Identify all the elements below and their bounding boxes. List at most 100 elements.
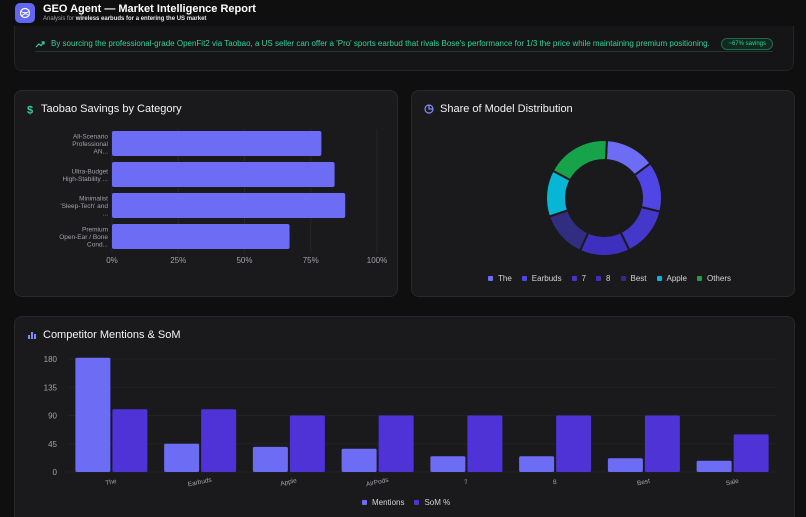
y-tick-label: 180 — [44, 355, 58, 364]
legend-label: The — [498, 274, 512, 283]
mentions-bar — [341, 448, 377, 472]
dollar-icon: $ — [27, 104, 35, 115]
x-tick-label: 7 — [464, 479, 469, 487]
insight-text: By sourcing the professional-grade OpenF… — [51, 39, 710, 48]
legend-item: SoM % — [414, 498, 450, 507]
category-label: Open-Ear / Bone — [59, 234, 108, 241]
legend-label: 7 — [581, 274, 587, 283]
legend-swatch — [696, 276, 702, 281]
mentions-bar — [430, 456, 466, 472]
savings-bar — [112, 224, 290, 249]
legend-item: 7 — [571, 274, 587, 283]
mentions-bar — [201, 409, 237, 472]
legend-label: Others — [706, 274, 731, 283]
x-tick-label: AirPods — [365, 477, 389, 489]
y-tick-label: 135 — [44, 383, 58, 392]
legend-item: Earbuds — [521, 274, 562, 283]
legend-swatch — [414, 500, 420, 505]
x-tick-label: 75% — [303, 256, 319, 265]
legend-label: 8 — [606, 274, 611, 283]
mentions-card-title: Competitor Mentions & SoM — [27, 329, 181, 341]
savings-badge: ~67% savings — [721, 37, 773, 50]
savings-bar — [112, 131, 322, 156]
mentions-bar — [696, 460, 732, 472]
legend-swatch — [620, 276, 626, 281]
category-label: Cond... — [87, 242, 108, 249]
category-label: Minimalist — [79, 196, 108, 203]
mentions-bar — [607, 458, 643, 472]
pie-slice — [551, 139, 608, 182]
category-label: ... — [103, 211, 109, 218]
x-tick-label: Sale — [725, 478, 740, 488]
mentions-bar — [289, 415, 325, 472]
share-card: Share of Model Distribution The Earbuds 7 8… — [411, 90, 795, 297]
mentions-legend: Mentions SoM % — [362, 498, 460, 507]
share-card-title: Share of Model Distribution — [424, 103, 573, 115]
category-label: High-Stability ... — [62, 176, 108, 183]
share-chart — [545, 139, 663, 257]
legend-label: SoM % — [424, 498, 451, 507]
savings-bar — [112, 193, 346, 218]
x-tick-label: Best — [636, 478, 650, 488]
insight-panel: By sourcing the professional-grade OpenF… — [14, 26, 794, 71]
page-subtitle: Analysis for wireless earbuds for a ente… — [43, 16, 207, 22]
share-legend: The Earbuds 7 8 Best Apple Others — [488, 274, 741, 283]
legend-swatch — [656, 276, 662, 281]
legend-swatch — [488, 276, 493, 281]
x-tick-label: The — [105, 478, 118, 487]
x-tick-label: Apple — [280, 477, 298, 487]
mentions-bar — [467, 415, 503, 472]
category-label: Professional — [72, 141, 108, 148]
legend-item: Best — [620, 274, 647, 283]
insight-row: By sourcing the professional-grade OpenF… — [35, 36, 773, 52]
mentions-bar — [164, 443, 200, 472]
category-label: All-Scenario — [73, 134, 108, 141]
legend-item: 8 — [596, 274, 611, 283]
category-label: 'Sleep-Tech' and — [60, 203, 108, 210]
legend-swatch — [362, 500, 367, 505]
legend-item: Mentions — [362, 498, 404, 507]
app-header: GEO Agent — Market Intelligence Report A… — [0, 0, 806, 26]
legend-label: Best — [630, 274, 647, 283]
mentions-bar — [733, 434, 769, 472]
mentions-bar — [519, 456, 555, 472]
mentions-chart: 0 45 90 135 180 The Earbuds Apple AirPods 7 8 Best S… — [44, 355, 777, 489]
pie-chart-icon — [424, 104, 434, 114]
x-tick-label: 25% — [170, 256, 186, 265]
mentions-card: Competitor Mentions & SoM 0 45 90 135 180 The… — [14, 316, 795, 517]
mentions-bar — [112, 409, 148, 472]
savings-card-title: $ Taobao Savings by Category — [27, 103, 182, 115]
globe-icon — [15, 3, 35, 23]
x-tick-label: 0% — [106, 256, 118, 265]
x-tick-label: Earbuds — [187, 476, 213, 488]
legend-item: The — [488, 274, 512, 283]
page-title: GEO Agent — Market Intelligence Report — [43, 3, 256, 15]
mentions-bar — [252, 446, 288, 472]
trending-up-icon — [35, 35, 45, 53]
savings-card: $ Taobao Savings by Category 0% 25% 50% 75%… — [14, 90, 398, 297]
pie-slice — [547, 208, 590, 253]
savings-bar — [112, 162, 335, 187]
legend-swatch — [571, 276, 577, 281]
x-tick-label: 100% — [367, 256, 387, 265]
mentions-bar — [75, 357, 111, 472]
savings-chart: 0% 25% 50% 75% 100% All-ScenarioProfessionalA… — [59, 129, 387, 265]
category-label: AN... — [94, 149, 109, 156]
mentions-bar — [378, 415, 414, 472]
legend-label: Earbuds — [531, 274, 562, 283]
legend-swatch — [596, 276, 602, 281]
y-tick-label: 0 — [53, 468, 58, 477]
svg-text:$: $ — [27, 104, 33, 115]
mentions-bar — [556, 415, 592, 472]
category-label: Premium — [82, 227, 108, 234]
y-tick-label: 45 — [48, 440, 57, 449]
x-tick-label: 8 — [552, 479, 557, 487]
legend-label: Apple — [666, 274, 687, 283]
legend-label: Mentions — [372, 498, 405, 507]
x-tick-label: 50% — [236, 256, 252, 265]
y-tick-label: 90 — [48, 412, 57, 421]
legend-item: Apple — [656, 274, 687, 283]
category-label: Ultra-Budget — [72, 168, 109, 175]
mentions-bar — [644, 415, 680, 472]
bar-chart-icon — [27, 330, 37, 340]
